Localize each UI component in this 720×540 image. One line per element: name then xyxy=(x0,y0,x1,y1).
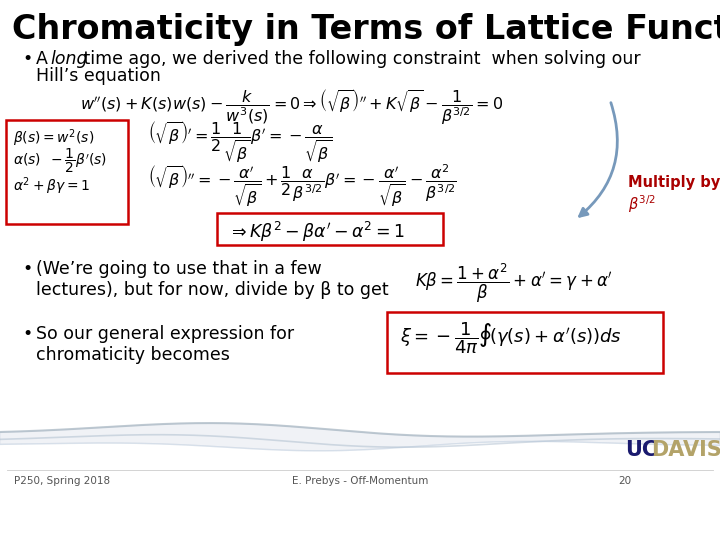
Text: •: • xyxy=(22,325,32,343)
Text: •: • xyxy=(22,50,32,68)
Text: long: long xyxy=(50,50,88,68)
Text: UC: UC xyxy=(625,440,657,460)
Text: $\xi=-\dfrac{1}{4\pi}\oint\!\left(\gamma(s)+\alpha'(s)\right)ds$: $\xi=-\dfrac{1}{4\pi}\oint\!\left(\gamma… xyxy=(400,320,622,356)
Text: $K\beta=\dfrac{1+\alpha^2}{\beta}+\alpha'=\gamma+\alpha'$: $K\beta=\dfrac{1+\alpha^2}{\beta}+\alpha… xyxy=(415,262,613,305)
Text: (We’re going to use that in a few
lectures), but for now, divide by β to get: (We’re going to use that in a few lectur… xyxy=(36,260,389,299)
Text: •: • xyxy=(22,260,32,278)
Text: Multiply by
$\beta^{3/2}$: Multiply by $\beta^{3/2}$ xyxy=(628,175,720,215)
FancyBboxPatch shape xyxy=(387,312,663,373)
Text: $\alpha(s)\;\;-\dfrac{1}{2}\beta'(s)$: $\alpha(s)\;\;-\dfrac{1}{2}\beta'(s)$ xyxy=(13,147,107,176)
Text: So our general expression for
chromaticity becomes: So our general expression for chromatici… xyxy=(36,325,294,364)
FancyBboxPatch shape xyxy=(217,213,443,245)
FancyBboxPatch shape xyxy=(6,120,128,224)
Text: $\left(\sqrt{\beta}\right)'=\dfrac{1}{2}\dfrac{1}{\sqrt{\beta}}\beta'=-\dfrac{\a: $\left(\sqrt{\beta}\right)'=\dfrac{1}{2}… xyxy=(148,120,332,165)
Text: A: A xyxy=(36,50,53,68)
Text: $\beta(s)=w^2(s)$: $\beta(s)=w^2(s)$ xyxy=(13,127,94,148)
Text: P250, Spring 2018: P250, Spring 2018 xyxy=(14,476,110,486)
Text: $\Rightarrow K\beta^2-\beta\alpha'-\alpha^2=1$: $\Rightarrow K\beta^2-\beta\alpha'-\alph… xyxy=(228,220,405,244)
Text: 20: 20 xyxy=(618,476,631,486)
Text: $w''(s)+K(s)w(s)-\dfrac{k}{w^3(s)}=0\Rightarrow\left(\sqrt{\beta}\right)''+K\sqr: $w''(s)+K(s)w(s)-\dfrac{k}{w^3(s)}=0\Rig… xyxy=(80,87,503,127)
Text: DAVIS: DAVIS xyxy=(651,440,720,460)
Text: E. Prebys - Off-Momentum: E. Prebys - Off-Momentum xyxy=(292,476,428,486)
Text: $\left(\sqrt{\beta}\right)''=-\dfrac{\alpha'}{\sqrt{\beta}}+\dfrac{1}{2}\dfrac{\: $\left(\sqrt{\beta}\right)''=-\dfrac{\al… xyxy=(148,162,457,209)
Text: $\alpha^2+\beta\gamma=1$: $\alpha^2+\beta\gamma=1$ xyxy=(13,175,90,197)
Text: time ago, we derived the following constraint  when solving our: time ago, we derived the following const… xyxy=(78,50,641,68)
Text: Chromaticity in Terms of Lattice Functions: Chromaticity in Terms of Lattice Functio… xyxy=(12,13,720,46)
Text: Hill’s equation: Hill’s equation xyxy=(36,67,161,85)
FancyArrowPatch shape xyxy=(580,103,617,216)
